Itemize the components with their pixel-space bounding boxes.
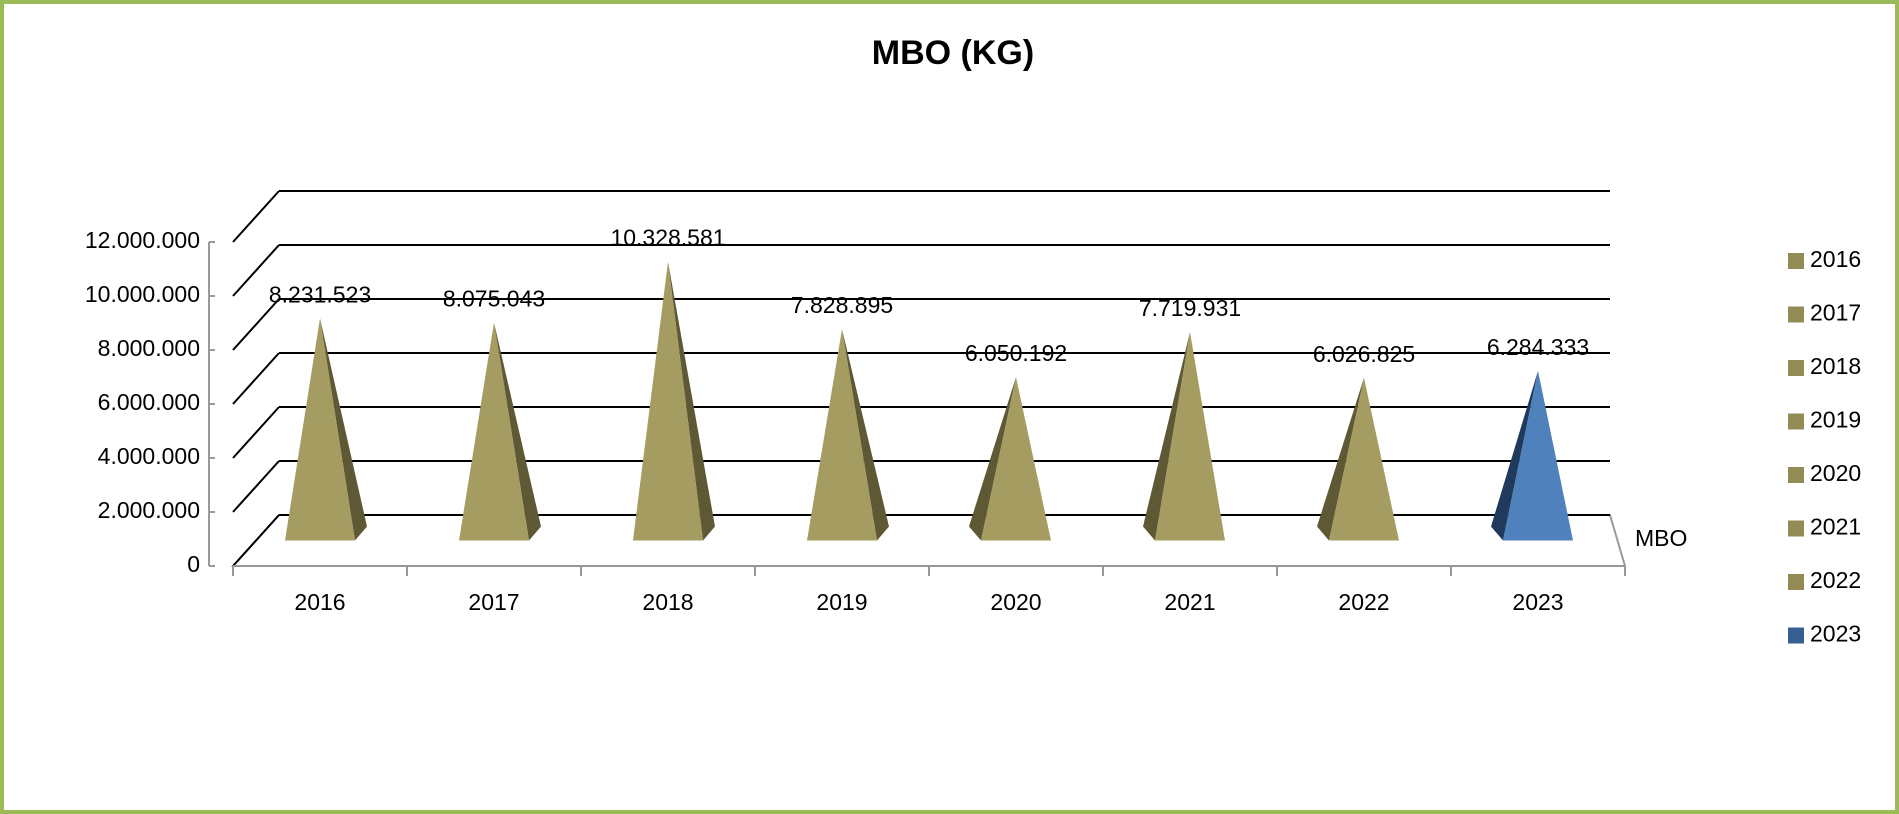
pyramid-side (320, 318, 367, 541)
legend-label: 2020 (1810, 460, 1861, 486)
x-tick-label: 2023 (1512, 589, 1563, 615)
pyramid-side (494, 322, 541, 541)
y-tick-label: 0 (187, 551, 200, 577)
value-label: 7.719.931 (1139, 295, 1241, 321)
x-tick-label: 2018 (642, 589, 693, 615)
pyramid-side (842, 329, 889, 541)
pyramid-front (285, 318, 355, 541)
depth-label: MBO (1635, 525, 1687, 551)
legend-swatch (1788, 413, 1804, 430)
legend-swatch (1788, 467, 1804, 483)
x-tick-label: 2019 (816, 589, 867, 615)
pyramid (807, 329, 889, 541)
pyramid-side (969, 377, 1016, 541)
pyramid-front (807, 329, 877, 541)
y-tick-label: 12.000.000 (85, 227, 200, 253)
legend-label: 2022 (1810, 567, 1861, 593)
pyramid-front (1155, 332, 1225, 541)
legend-swatch (1788, 520, 1804, 537)
pyramid-front (633, 261, 703, 541)
grid-diagonal (232, 460, 280, 513)
legend-label: 2019 (1810, 407, 1861, 433)
legend-label: 2018 (1810, 353, 1861, 379)
value-label: 10.328.581 (610, 225, 725, 251)
y-tick-label: 6.000.000 (98, 389, 200, 415)
legend-swatch (1788, 253, 1804, 269)
y-tick-label: 2.000.000 (98, 497, 200, 523)
pyramid-front (459, 322, 529, 541)
grid-diagonal (232, 244, 280, 297)
legend-swatch (1788, 306, 1804, 323)
pyramid-side (1317, 377, 1364, 541)
grid-diagonal (232, 352, 280, 405)
legend-label: 2016 (1810, 246, 1861, 272)
y-tick-label: 4.000.000 (98, 443, 200, 469)
chart-title: MBO (KG) (872, 34, 1034, 72)
grid-diagonal (232, 514, 280, 567)
grid-diagonal (232, 406, 280, 459)
y-tick-label: 10.000.000 (85, 281, 200, 307)
pyramid-side (1491, 370, 1538, 541)
pyramid (1143, 332, 1225, 541)
pyramid-side (668, 261, 715, 541)
legend-label: 2021 (1810, 514, 1861, 540)
legend-swatch (1788, 627, 1804, 644)
value-label: 6.050.192 (965, 340, 1067, 366)
pyramid-front (981, 377, 1051, 541)
pyramid-front (1329, 377, 1399, 541)
pyramid (1317, 377, 1399, 541)
pyramid-front (1503, 370, 1573, 541)
x-tick-label: 2021 (1164, 589, 1215, 615)
value-label: 7.828.895 (791, 292, 893, 318)
legend-swatch (1788, 360, 1804, 376)
legend-label: 2023 (1810, 621, 1861, 647)
pyramid-side (1143, 332, 1190, 541)
pyramid (633, 261, 715, 541)
pyramid (459, 322, 541, 541)
y-tick-label: 8.000.000 (98, 335, 200, 361)
value-label: 6.284.333 (1487, 334, 1589, 360)
grid-diagonal (232, 298, 280, 351)
x-tick-label: 2016 (294, 589, 345, 615)
legend-swatch (1788, 574, 1804, 590)
pyramid (285, 318, 367, 541)
value-label: 6.026.825 (1313, 341, 1415, 367)
x-tick-label: 2017 (468, 589, 519, 615)
x-tick-label: 2022 (1338, 589, 1389, 615)
pyramid (1491, 370, 1573, 541)
grid-diagonal (232, 190, 280, 243)
value-label: 8.075.043 (443, 286, 545, 312)
value-label: 8.231.523 (269, 281, 371, 307)
pyramid (969, 377, 1051, 541)
legend-label: 2017 (1810, 300, 1861, 326)
x-tick-label: 2020 (990, 589, 1041, 615)
